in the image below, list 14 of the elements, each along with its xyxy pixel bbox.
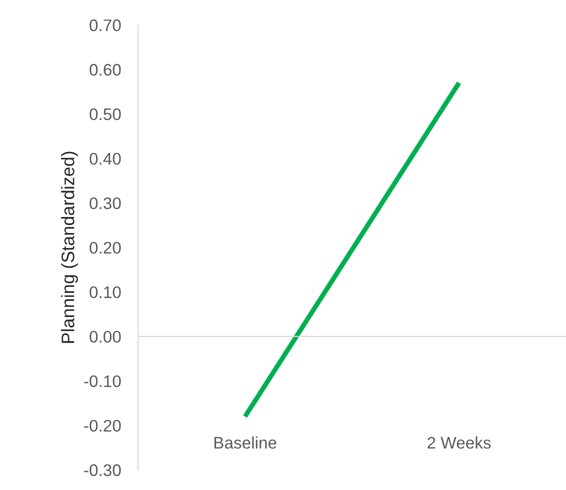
y-tick-label: 0.20 [90, 242, 121, 254]
x-tick-label: Baseline [214, 436, 276, 449]
x-tick-label: 2 Weeks [428, 436, 491, 449]
y-tick-label: 0.50 [90, 108, 121, 120]
y-tick-label: 0.70 [90, 19, 121, 32]
y-tick-label: 0.60 [90, 64, 121, 76]
y-tick-label: 0.30 [90, 197, 121, 210]
y-axis-title: Planning (Standardized) [61, 152, 78, 343]
y-tick-label: -0.20 [84, 420, 121, 432]
y-tick-label: 0.40 [90, 152, 121, 165]
y-tick-label: -0.30 [84, 464, 121, 476]
y-tick-label: 0.00 [90, 330, 121, 343]
y-tick-label: -0.10 [84, 375, 121, 388]
y-tick-label: 0.10 [90, 286, 121, 298]
